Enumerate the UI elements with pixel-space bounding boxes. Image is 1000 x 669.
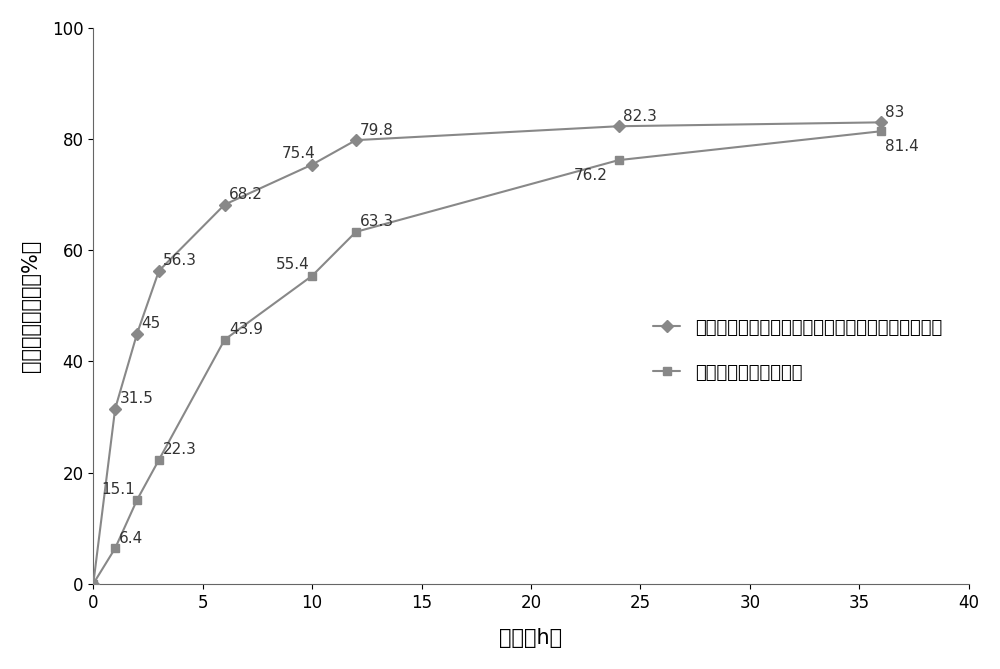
Text: 6.4: 6.4 (119, 531, 144, 546)
紫杉醇靶向脂质体（未添加星型胆酸功能化聚乳酸） (153, 267, 165, 275)
紫杉醇靶向脂质体（未添加星型胆酸功能化聚乳酸） (350, 136, 362, 144)
紫杉醇靶向脂质体（未添加星型胆酸功能化聚乳酸） (613, 122, 625, 130)
Legend: 紫杉醇靶向脂质体（未添加星型胆酸功能化聚乳酸）, 紫杉醇靶向缓释脂质体: 紫杉醇靶向脂质体（未添加星型胆酸功能化聚乳酸）, 紫杉醇靶向缓释脂质体 (653, 318, 942, 382)
Text: 31.5: 31.5 (119, 391, 153, 406)
紫杉醇靶向缓释脂质体 (131, 496, 143, 504)
紫杉醇靶向缓释脂质体 (306, 272, 318, 280)
紫杉醇靶向脂质体（未添加星型胆酸功能化聚乳酸） (109, 405, 121, 413)
紫杉醇靶向缓释脂质体 (219, 336, 231, 344)
Text: 63.3: 63.3 (360, 214, 394, 229)
X-axis label: 时间（h）: 时间（h） (499, 628, 563, 648)
Text: 56.3: 56.3 (163, 254, 197, 268)
紫杉醇靶向缓释脂质体 (153, 456, 165, 464)
Line: 紫杉醇靶向缓释脂质体: 紫杉醇靶向缓释脂质体 (89, 127, 885, 588)
紫杉醇靶向缓释脂质体 (87, 580, 99, 588)
紫杉醇靶向脂质体（未添加星型胆酸功能化聚乳酸） (219, 201, 231, 209)
紫杉醇靶向缓释脂质体 (875, 127, 887, 135)
Text: 43.9: 43.9 (229, 322, 263, 337)
Line: 紫杉醇靶向脂质体（未添加星型胆酸功能化聚乳酸）: 紫杉醇靶向脂质体（未添加星型胆酸功能化聚乳酸） (89, 118, 885, 588)
紫杉醇靶向缓释脂质体 (613, 156, 625, 164)
Text: 68.2: 68.2 (229, 187, 263, 202)
Text: 83: 83 (885, 105, 905, 120)
Text: 82.3: 82.3 (623, 108, 657, 124)
紫杉醇靶向脂质体（未添加星型胆酸功能化聚乳酸） (87, 580, 99, 588)
Text: 15.1: 15.1 (101, 482, 135, 497)
Text: 76.2: 76.2 (574, 168, 608, 183)
Y-axis label: 累积释药百分率（%）: 累积释药百分率（%） (21, 240, 41, 372)
紫杉醇靶向缓释脂质体 (350, 228, 362, 236)
紫杉醇靶向缓释脂质体 (109, 544, 121, 552)
Text: 75.4: 75.4 (282, 146, 315, 161)
Text: 81.4: 81.4 (885, 138, 919, 154)
Text: 79.8: 79.8 (360, 122, 394, 138)
紫杉醇靶向脂质体（未添加星型胆酸功能化聚乳酸） (875, 118, 887, 126)
Text: 45: 45 (141, 316, 160, 331)
紫杉醇靶向脂质体（未添加星型胆酸功能化聚乳酸） (306, 161, 318, 169)
紫杉醇靶向脂质体（未添加星型胆酸功能化聚乳酸） (131, 330, 143, 338)
Text: 55.4: 55.4 (276, 257, 310, 272)
Text: 22.3: 22.3 (163, 442, 197, 457)
